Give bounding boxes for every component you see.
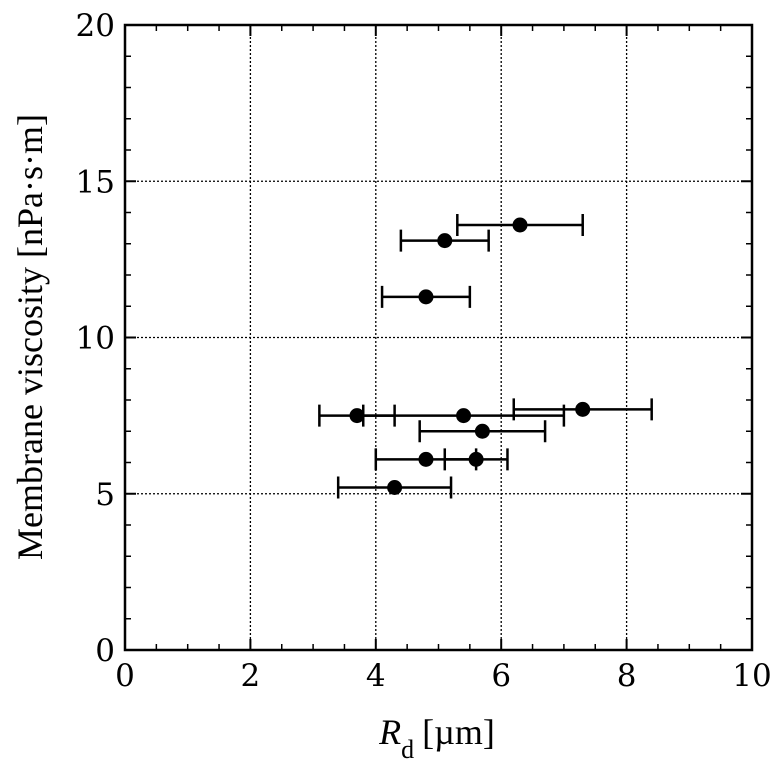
data-point xyxy=(456,408,472,424)
x-tick-label: 0 xyxy=(115,658,135,694)
error-bars xyxy=(318,214,653,499)
x-axis-label: Rd [µm] xyxy=(378,712,495,764)
x-axis-subscript: d xyxy=(401,735,414,764)
data-point xyxy=(349,408,365,424)
tick-labels: 0 2 4 6 8 10 0 5 10 15 20 xyxy=(76,8,772,694)
y-tick-label: 20 xyxy=(76,8,115,44)
y-tick-label: 5 xyxy=(95,477,115,513)
data-point xyxy=(575,401,591,417)
x-axis-unit: [µm] xyxy=(422,712,495,752)
data-point xyxy=(468,451,484,467)
x-axis-symbol: R xyxy=(378,712,401,752)
y-tick-label: 15 xyxy=(76,164,115,200)
y-tick-label: 10 xyxy=(76,321,115,357)
x-tick-label: 8 xyxy=(617,658,637,694)
y-tick-label: 0 xyxy=(95,633,115,669)
data-point xyxy=(437,233,453,249)
data-point xyxy=(474,423,490,439)
data-point xyxy=(387,480,403,495)
y-axis-label: Membrane viscosity [nPa·s·m] xyxy=(10,114,50,560)
x-tick-label: 10 xyxy=(732,658,771,694)
x-tick-label: 4 xyxy=(366,658,386,694)
data-point xyxy=(418,451,434,467)
x-tick-label: 2 xyxy=(241,658,261,694)
data-point xyxy=(512,217,528,233)
data-point xyxy=(418,289,434,305)
x-tick-label: 6 xyxy=(491,658,511,694)
plot-frame xyxy=(123,23,754,652)
grid-lines xyxy=(125,25,752,650)
data-points xyxy=(349,217,591,495)
